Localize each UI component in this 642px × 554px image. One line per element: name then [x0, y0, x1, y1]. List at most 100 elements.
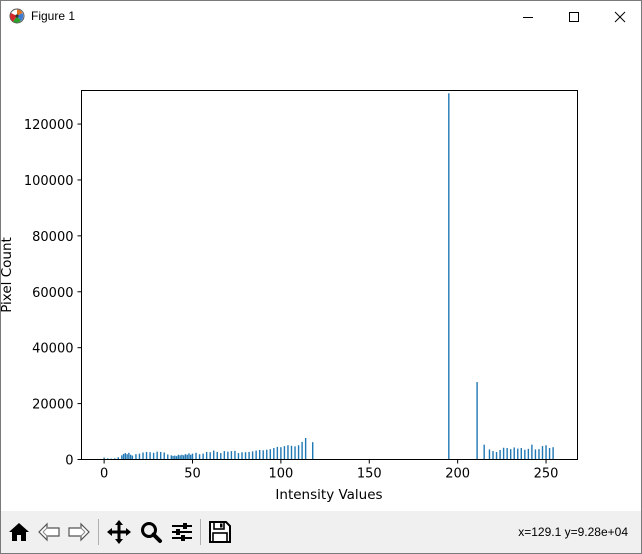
histogram-bar [534, 449, 537, 460]
histogram-bar [552, 447, 554, 460]
histogram-bar [495, 451, 498, 460]
home-icon [9, 523, 29, 541]
histogram-bar [174, 455, 176, 460]
histogram-bar [128, 452, 130, 460]
back-icon [38, 522, 60, 542]
histogram-bar [241, 452, 243, 460]
histogram-bar [191, 453, 194, 460]
histogram-bar [177, 454, 180, 460]
histogram-bar [283, 446, 286, 460]
maximize-button[interactable] [551, 1, 597, 32]
histogram-bar [159, 451, 162, 460]
histogram-bar [175, 456, 178, 460]
save-icon [209, 521, 231, 543]
histogram-bar [216, 451, 218, 460]
x-tick-label: 100 [268, 467, 293, 482]
x-tick-label: 250 [534, 467, 559, 482]
navigation-toolbar: x=129.1 y=9.28e+04 [1, 511, 641, 553]
histogram-bar [220, 453, 222, 460]
histogram-bar [476, 382, 478, 460]
histogram-bar [129, 454, 132, 460]
histogram-bar [202, 453, 204, 460]
y-axis-ticks: 0 20000 40000 60000 80000 100000 120000 [24, 118, 82, 469]
histogram-chart[interactable]: 0 50 100 150 200 250 0 20000 40000 60000 80000 100… [1, 32, 641, 511]
y-tick-label: 20000 [32, 398, 73, 413]
histogram-bar [190, 454, 192, 460]
histogram-bar [304, 437, 307, 460]
histogram-bar [287, 445, 289, 460]
close-icon [614, 11, 626, 22]
forward-icon [68, 522, 90, 542]
histogram-bar [167, 454, 169, 460]
maximize-icon [569, 11, 579, 22]
bar-series [103, 93, 554, 460]
histogram-bar [262, 450, 264, 460]
close-button[interactable] [597, 1, 641, 32]
histogram-bar [145, 451, 148, 460]
y-tick-label: 80000 [32, 230, 73, 245]
histogram-bar [513, 447, 515, 460]
toolbar-separator [200, 519, 201, 545]
histogram-bar [531, 444, 533, 460]
zoom-button[interactable] [137, 518, 165, 546]
histogram-bar [294, 446, 296, 460]
histogram-bar [172, 455, 174, 460]
minimize-icon [523, 16, 533, 18]
histogram-bar [517, 448, 519, 460]
toolbar-separator [98, 519, 99, 545]
x-axis-ticks: 0 50 100 150 200 250 [100, 459, 559, 482]
histogram-bar [170, 455, 172, 460]
x-axis-label: Intensity Values [275, 487, 382, 503]
histogram-bar [483, 444, 485, 460]
window-title: Figure 1 [31, 9, 76, 23]
histogram-bar [121, 455, 123, 460]
save-button[interactable] [206, 518, 234, 546]
histogram-bar [131, 455, 134, 460]
figure-canvas[interactable]: 0 50 100 150 200 250 0 20000 40000 60000 80000 100… [1, 32, 641, 511]
pan-icon [107, 520, 131, 544]
histogram-bar [114, 458, 116, 460]
y-tick-label: 60000 [32, 286, 73, 301]
histogram-bar [502, 447, 505, 460]
histogram-bar [181, 454, 183, 460]
x-tick-label: 50 [184, 467, 201, 482]
histogram-bar [138, 453, 141, 460]
histogram-bar [179, 455, 181, 460]
histogram-bar [223, 451, 226, 460]
back-button[interactable] [35, 518, 63, 546]
histogram-bar [184, 454, 187, 460]
histogram-bar [548, 448, 551, 460]
histogram-bar [213, 450, 215, 460]
histogram-bar [312, 442, 314, 460]
title-bar[interactable]: Figure 1 [1, 1, 641, 32]
histogram-bar [135, 454, 137, 460]
histogram-bar [301, 441, 303, 460]
histogram-bar [227, 451, 229, 460]
histogram-bar [273, 448, 275, 460]
pan-button[interactable] [105, 518, 133, 546]
histogram-bar [122, 453, 125, 460]
histogram-bar [290, 445, 293, 460]
histogram-bar [524, 449, 526, 460]
home-button[interactable] [5, 518, 33, 546]
histogram-bar [209, 452, 211, 460]
histogram-bar [506, 448, 508, 460]
x-tick-label: 200 [445, 467, 470, 482]
histogram-bar [297, 445, 300, 460]
histogram-bar [269, 449, 271, 460]
histogram-bar [541, 446, 544, 460]
histogram-bar [152, 452, 155, 460]
histogram-bar [509, 449, 512, 460]
histogram-bar [163, 452, 165, 460]
forward-button[interactable] [65, 518, 93, 546]
histogram-bar [248, 451, 250, 460]
y-tick-label: 0 [65, 454, 73, 469]
histogram-bar [244, 452, 247, 460]
minimize-button[interactable] [505, 1, 551, 32]
histogram-bar [103, 457, 105, 460]
histogram-bar [538, 449, 540, 460]
histogram-bar [492, 451, 494, 460]
histogram-bar [520, 448, 522, 460]
configure-subplots-button[interactable] [168, 518, 196, 546]
histogram-bar [545, 445, 547, 460]
